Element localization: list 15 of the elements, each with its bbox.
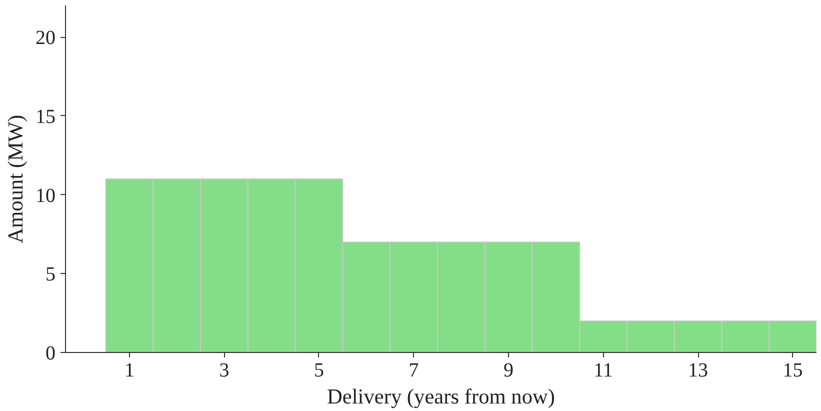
- x-tick-label: 9: [504, 360, 514, 382]
- y-tick-label: 0: [46, 342, 56, 364]
- x-tick-label: 5: [314, 360, 324, 382]
- x-tick-label: 13: [688, 360, 708, 382]
- x-tick-label: 7: [408, 360, 419, 382]
- x-tick-label: 3: [219, 360, 230, 382]
- y-axis-title: Amount (MW): [4, 114, 28, 244]
- x-tick-label: 11: [594, 360, 613, 382]
- x-tick-label: 15: [782, 360, 803, 382]
- x-tick-label: 1: [124, 360, 134, 382]
- y-tick-label: 5: [46, 264, 56, 286]
- y-tick-label: 10: [36, 184, 56, 207]
- y-tick-label: 15: [36, 106, 56, 128]
- x-axis-title: Delivery (years from now): [326, 384, 556, 408]
- y-tick-label: 20: [36, 27, 56, 50]
